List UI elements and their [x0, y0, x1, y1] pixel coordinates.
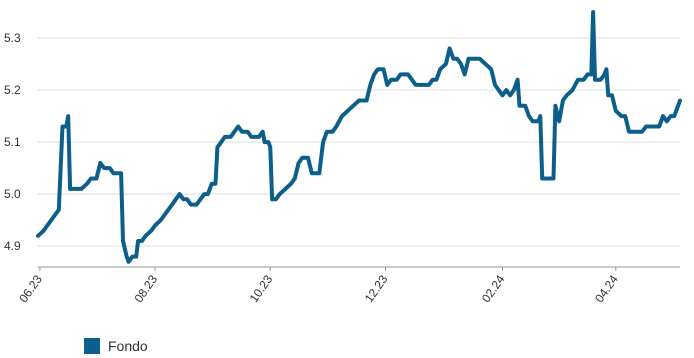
- x-tick-label: 02.24: [479, 272, 508, 305]
- y-tick-label: 5.2: [4, 83, 21, 97]
- series-line-fondo: [36, 10, 682, 264]
- legend-label: Fondo: [108, 338, 148, 354]
- x-tick-label: 04.24: [592, 272, 621, 305]
- x-tick-label: 06.23: [16, 272, 45, 305]
- x-tick-label: 10.23: [247, 272, 276, 305]
- y-axis-ticks: 4.9 5.0 5.1 5.2 5.3: [4, 31, 21, 253]
- x-tick-label: 12.23: [362, 272, 391, 305]
- legend: Fondo: [84, 338, 148, 354]
- x-tick-label: 08.23: [131, 272, 160, 305]
- series-group: [36, 10, 682, 264]
- y-tick-label: 5.1: [4, 135, 21, 149]
- y-tick-label: 5.0: [4, 187, 21, 201]
- legend-swatch: [84, 338, 100, 354]
- y-tick-label: 5.3: [4, 31, 21, 45]
- y-tick-label: 4.9: [4, 239, 21, 253]
- x-axis: 06.23 08.23 10.23 12.23 02.24 04.24: [16, 266, 680, 305]
- grid-lines: [38, 37, 680, 247]
